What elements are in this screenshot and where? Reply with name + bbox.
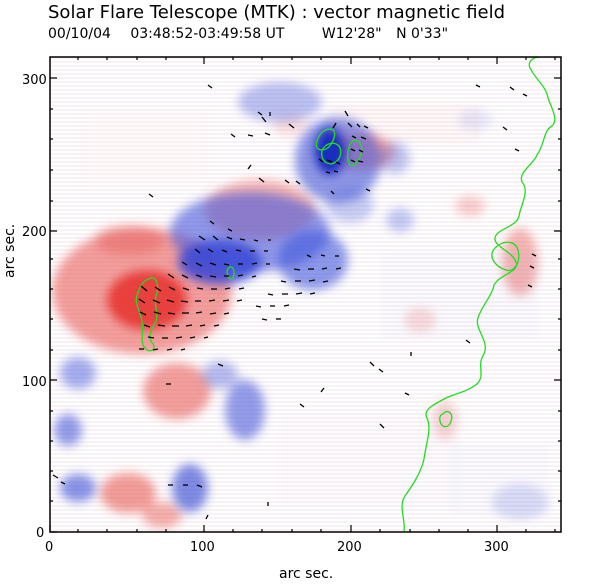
axes-frame (49, 56, 562, 533)
y-tick-100: 100 (22, 375, 47, 390)
image-subtitle: 00/10/04 03:48:52-03:49:58 UT W12'28" N … (48, 25, 463, 43)
latitude-text: N 0'33" (396, 26, 449, 42)
image-title: Solar Flare Telescope (MTK) : vector mag… (48, 2, 506, 23)
x-tick-200: 200 (337, 540, 362, 555)
header: Solar Flare Telescope (MTK) : vector mag… (48, 2, 588, 50)
time-range-text: 03:48:52-03:49:58 UT (130, 26, 285, 42)
y-tick-300: 300 (22, 73, 47, 88)
x-tick-0: 0 (45, 540, 53, 555)
hatching-noise (80, 105, 550, 515)
x-axis-label: arc sec. (279, 566, 334, 582)
y-tick-200: 200 (22, 225, 47, 240)
x-tick-100: 100 (190, 540, 215, 555)
axis-ticks (49, 57, 561, 533)
x-tick-300: 300 (484, 540, 509, 555)
y-tick-0: 0 (36, 526, 44, 541)
date-text: 00/10/04 (48, 26, 111, 42)
field-image (50, 57, 561, 532)
vector-arrows (52, 84, 537, 520)
green-contours (135, 57, 556, 532)
y-axis-label: arc sec. (2, 223, 18, 278)
longitude-text: W12'28" (321, 26, 382, 42)
